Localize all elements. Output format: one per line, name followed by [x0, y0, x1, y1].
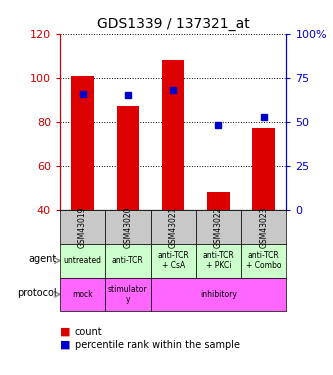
Text: GSM43023: GSM43023: [259, 206, 268, 248]
Text: GSM43021: GSM43021: [168, 206, 178, 248]
Bar: [252, 129, 275, 298]
Text: anti-TCR
+ Combo: anti-TCR + Combo: [246, 251, 281, 270]
Text: ■: ■: [60, 327, 71, 337]
Text: percentile rank within the sample: percentile rank within the sample: [75, 340, 240, 350]
Bar: [207, 192, 230, 298]
Text: protocol: protocol: [17, 288, 57, 297]
Text: mock: mock: [72, 290, 93, 299]
Text: count: count: [75, 327, 103, 337]
Bar: [162, 60, 184, 298]
Text: untreated: untreated: [64, 256, 102, 265]
Text: inhibitory: inhibitory: [200, 290, 237, 299]
Text: ■: ■: [60, 340, 71, 350]
Text: agent: agent: [28, 254, 57, 264]
Text: anti-TCR
+ CsA: anti-TCR + CsA: [157, 251, 189, 270]
Text: GSM43019: GSM43019: [78, 206, 87, 248]
Text: anti-TCR: anti-TCR: [112, 256, 144, 265]
Text: anti-TCR
+ PKCi: anti-TCR + PKCi: [202, 251, 234, 270]
Title: GDS1339 / 137321_at: GDS1339 / 137321_at: [97, 17, 249, 32]
Bar: [117, 106, 139, 298]
Bar: [71, 76, 94, 298]
Text: GSM43020: GSM43020: [123, 206, 133, 248]
Text: GSM43022: GSM43022: [214, 206, 223, 248]
Text: stimulator
y: stimulator y: [108, 285, 148, 304]
